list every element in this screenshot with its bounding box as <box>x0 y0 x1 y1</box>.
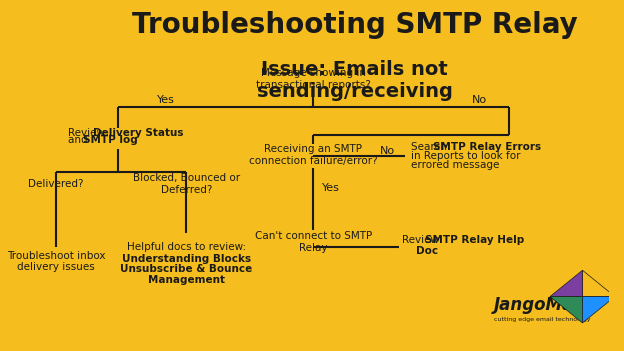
Text: No: No <box>380 146 395 156</box>
Text: Blocked, Bounced or
Deferred?: Blocked, Bounced or Deferred? <box>133 173 240 195</box>
Text: Delivered?: Delivered? <box>29 179 84 189</box>
Polygon shape <box>550 270 582 297</box>
Text: SMTP Relay Errors: SMTP Relay Errors <box>434 143 542 152</box>
Text: Doc: Doc <box>416 246 439 256</box>
Polygon shape <box>582 270 615 297</box>
Text: Understanding Blocks: Understanding Blocks <box>122 254 251 264</box>
Text: and: and <box>68 135 91 145</box>
Polygon shape <box>550 297 582 323</box>
Text: Can't connect to SMTP
Relay: Can't connect to SMTP Relay <box>255 231 372 253</box>
Text: SMTP log: SMTP log <box>83 135 138 145</box>
Text: Message showing in
transactional reports?: Message showing in transactional reports… <box>256 68 371 90</box>
Text: No: No <box>472 95 487 105</box>
Text: Search: Search <box>411 143 450 152</box>
Polygon shape <box>582 297 615 323</box>
Text: Yes: Yes <box>323 183 340 193</box>
Text: Management: Management <box>148 275 225 285</box>
Text: Review: Review <box>402 236 442 245</box>
Text: SMTP Relay Help: SMTP Relay Help <box>424 236 524 245</box>
Text: Receiving an SMTP
connection failure/error?: Receiving an SMTP connection failure/err… <box>249 144 378 166</box>
Text: Yes: Yes <box>157 95 175 105</box>
Text: Troubleshooting SMTP Relay: Troubleshooting SMTP Relay <box>132 11 578 39</box>
Text: Review: Review <box>68 128 109 138</box>
Text: Helpful docs to review:: Helpful docs to review: <box>127 243 246 252</box>
Text: cutting edge email technology: cutting edge email technology <box>494 317 590 322</box>
Text: errored message: errored message <box>411 160 499 170</box>
Text: Troubleshoot inbox
delivery issues: Troubleshoot inbox delivery issues <box>7 251 105 272</box>
Text: Delivery Status: Delivery Status <box>94 128 184 138</box>
Text: Issue: Emails not
sending/receiving: Issue: Emails not sending/receiving <box>257 60 453 101</box>
Text: in Reports to look for: in Reports to look for <box>411 151 520 161</box>
Text: Unsubscribe & Bounce: Unsubscribe & Bounce <box>120 264 253 274</box>
Text: JangoMail: JangoMail <box>494 296 585 314</box>
